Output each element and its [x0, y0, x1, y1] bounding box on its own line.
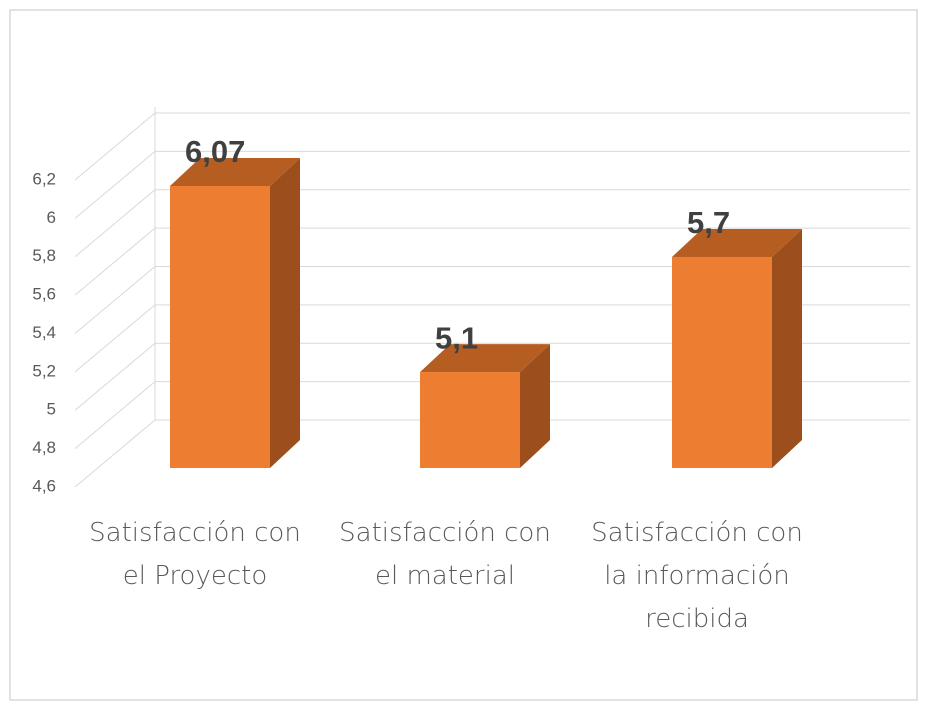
side-grid-line	[74, 304, 156, 373]
bar-side	[772, 228, 802, 468]
data-label: 6,07	[185, 134, 245, 169]
y-tick-label: 5,2	[32, 361, 56, 380]
y-tick-label: 6,2	[32, 169, 56, 188]
bar	[420, 372, 520, 468]
y-tick-label: 5,6	[32, 285, 56, 304]
y-tick-label: 4,6	[32, 476, 56, 495]
side-grid-line	[74, 419, 156, 488]
side-grid-line	[74, 381, 156, 450]
y-tick-label: 4,8	[32, 438, 56, 457]
side-grid-line	[74, 189, 156, 258]
x-tick-label: Satisfacción con la información recibida	[591, 518, 803, 634]
bar-top	[420, 344, 550, 373]
y-tick-label: 6	[47, 208, 56, 227]
chart-frame	[9, 9, 918, 701]
y-tick-label: 5,8	[32, 246, 56, 265]
side-grid-line	[74, 227, 156, 296]
side-grid-line	[74, 112, 156, 181]
x-tick-label: Satisfacción con el Proyecto	[89, 518, 301, 591]
side-grid-line	[74, 342, 156, 411]
side-grid-line	[74, 266, 156, 334]
bar	[170, 185, 270, 468]
bar-side	[520, 344, 550, 468]
y-tick-label: 5,4	[32, 323, 56, 342]
x-tick-label: Satisfacción con el material	[339, 518, 551, 591]
bar-side	[270, 157, 300, 468]
data-label: 5,7	[687, 205, 730, 240]
bar	[672, 256, 772, 468]
side-grid-line	[74, 150, 156, 219]
data-label: 5,1	[435, 320, 478, 355]
y-tick-label: 5	[47, 400, 56, 419]
bar-top	[170, 157, 300, 186]
bar-top	[672, 228, 802, 257]
